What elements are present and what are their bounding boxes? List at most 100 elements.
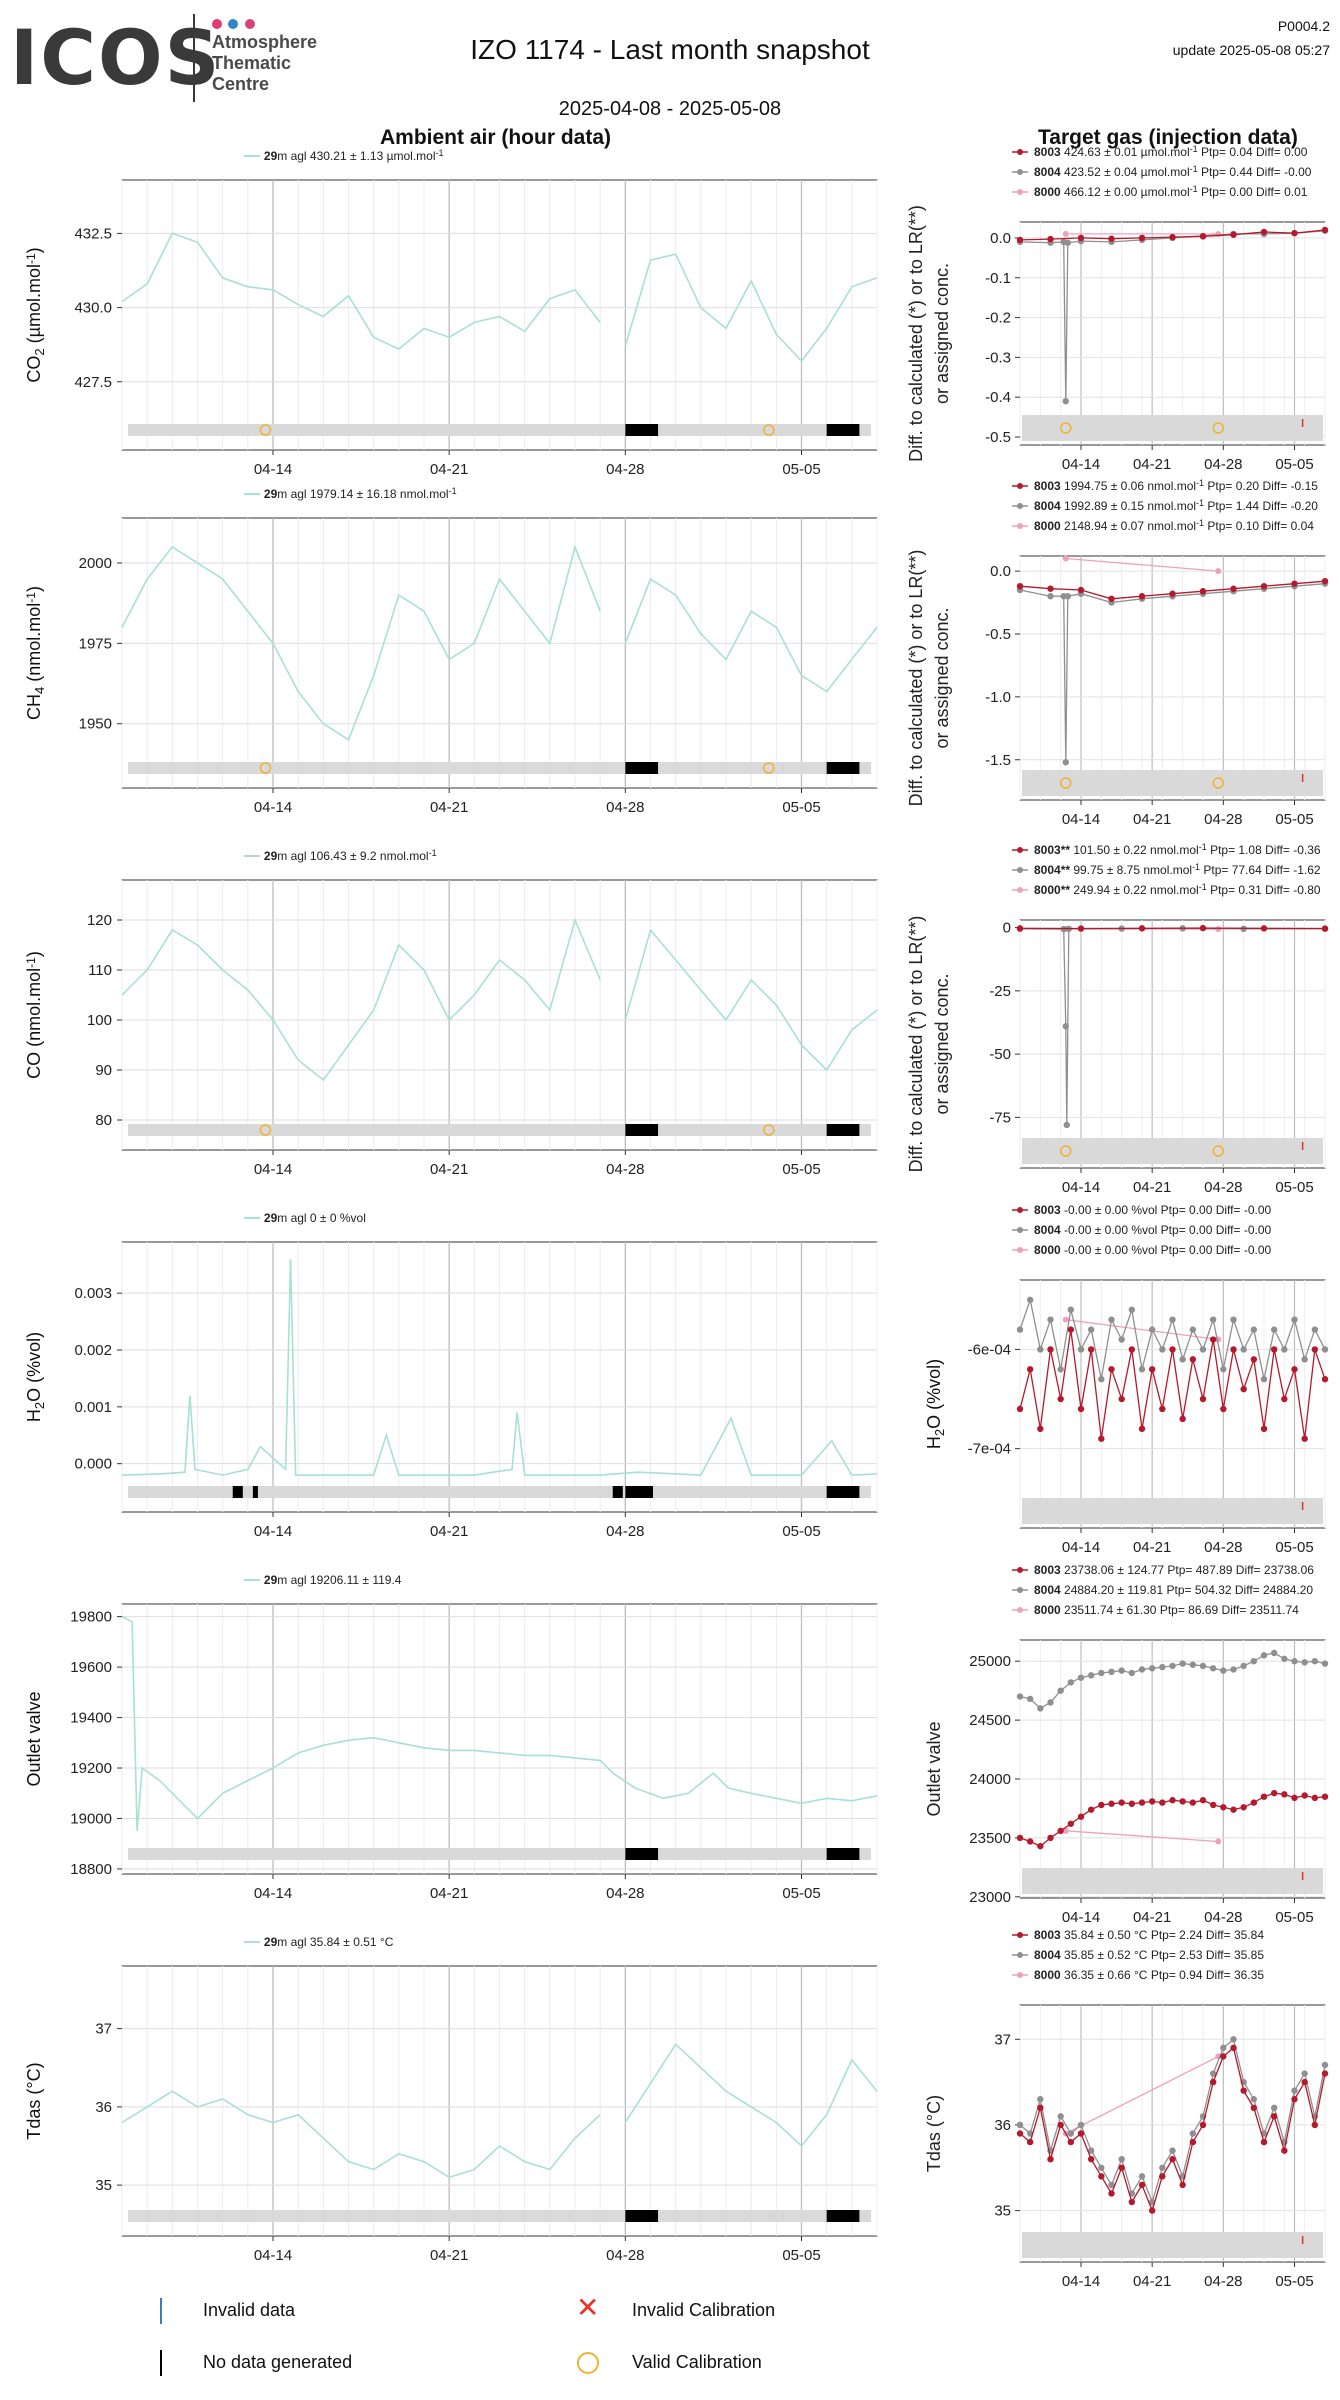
series-8004-point xyxy=(1128,1669,1136,1677)
ambient-legend-text: 29m agl 35.84 ± 0.51 °C xyxy=(264,1935,394,1949)
target-legend-text: 8004 423.52 ± 0.04 µmol.mol-1 Ptp= 0.44 … xyxy=(1034,164,1312,179)
series-8003-point xyxy=(1240,1804,1247,1811)
target-panel-4: 25000 24500 24000 23500 23000 04-14 04-21 04-28… xyxy=(924,1563,1329,1926)
y-tick-label: 36 xyxy=(994,2117,1011,2134)
series-8004-point xyxy=(1291,2087,1298,2094)
x-tick-label: 04-28 xyxy=(606,2247,644,2264)
x-tick-label: 04-14 xyxy=(1062,2273,1100,2290)
series-8003-point xyxy=(1016,582,1024,590)
series-8004-point xyxy=(1062,1023,1069,1030)
series-8004-point xyxy=(1098,2164,1105,2171)
ambient-section-title: Ambient air (hour data) xyxy=(380,126,612,149)
series-8003-point xyxy=(1291,2096,1298,2103)
target-legend-stats: 1992.89 ± 0.15 nmol.mol xyxy=(1061,499,1196,513)
target-legend-ptp: Ptp= 1.44 Diff= -0.20 xyxy=(1204,499,1318,513)
y-tick-label: -0.2 xyxy=(985,310,1011,327)
target-legend-swatch-dot xyxy=(1017,1227,1023,1233)
series-8003-point xyxy=(1311,2121,1319,2129)
series-8004-point xyxy=(1064,593,1071,600)
series-8003-point xyxy=(1291,1366,1298,1373)
series-8003-point xyxy=(1240,2087,1247,2094)
target-legend-ptp: Ptp= 2.24 Diff= 35.84 xyxy=(1147,1928,1264,1942)
ambient-series-line xyxy=(121,1615,878,1832)
series-8004-point xyxy=(1230,2036,1237,2043)
series-8003-point xyxy=(1291,1794,1298,1802)
y-tick-label: 100 xyxy=(87,1012,112,1029)
ambient-y-label-part: (nmol.mol xyxy=(24,603,44,687)
y-tick-label: 90 xyxy=(95,1062,112,1079)
x-tick-label: 04-14 xyxy=(1062,1179,1100,1196)
target-legend-text: 8003** 101.50 ± 0.22 nmol.mol-1 Ptp= 1.0… xyxy=(1034,842,1321,857)
ambient-legend-stats: m agl 0 ± 0 %vol xyxy=(277,1211,366,1225)
ambient-panel-5: 37 36 35 04-14 04-21 04-28 05-05 Tdas (°C) 29m a… xyxy=(24,1935,878,2264)
x-tick-label: 04-14 xyxy=(254,461,292,478)
ambient-panel-0: 432.5 430.0 427.5 04-14 04-21 04-28 05-05 CO2 (… xyxy=(24,148,878,478)
series-8003-point xyxy=(1128,1800,1136,1807)
flag-band xyxy=(128,1124,871,1136)
series-8004-line xyxy=(1019,230,1326,402)
series-8004-point xyxy=(1128,1306,1136,1313)
no-data-label: No data generated xyxy=(203,2352,353,2372)
ambient-legend-stats: m agl 19206.11 ± 119.4 xyxy=(277,1573,402,1587)
target-legend-sup: -1 xyxy=(1190,144,1198,154)
ambient-legend-unit-sup: -1 xyxy=(429,848,437,858)
target-legend-text: 8000 466.12 ± 0.00 µmol.mol-1 Ptp= 0.00 … xyxy=(1034,184,1308,199)
series-8003-point xyxy=(1260,2138,1268,2146)
series-8003-point xyxy=(1067,2138,1075,2146)
series-8004-point xyxy=(1067,2130,1075,2137)
flag-band xyxy=(128,424,871,436)
logo-subtitle: Atmosphere Thematic Centre xyxy=(212,32,318,94)
target-y-label-line1: Diff. to calculated (*) or to LR(**) xyxy=(906,916,926,1173)
y-tick-label: 35 xyxy=(994,2203,1011,2220)
ambient-legend-height: 29 xyxy=(264,149,278,163)
series-8000-point xyxy=(1062,555,1069,562)
series-8003-point xyxy=(1098,1801,1105,1809)
target-panel-2: 0 -25 -50 -75 04-14 04-21 04-28 05-05 8003** 101… xyxy=(906,842,1329,1196)
y-tick-label: 19800 xyxy=(70,1609,112,1626)
y-tick-label: -0.5 xyxy=(985,429,1011,446)
series-8004-point xyxy=(1169,1662,1176,1670)
y-tick-label: 110 xyxy=(88,962,112,979)
series-8003-point xyxy=(1230,585,1237,592)
target-legend-sup: -1 xyxy=(1190,184,1198,194)
ambient-y-label-part: CO xyxy=(24,1052,44,1079)
series-8004-point xyxy=(1250,1326,1258,1333)
target-y-label: Tdas (°C) xyxy=(924,2095,944,2172)
target-legend-text: 8003 23738.06 ± 124.77 Ptp= 487.89 Diff=… xyxy=(1034,1563,1314,1577)
update-timestamp: update 2025-05-08 05:27 xyxy=(1172,42,1330,58)
series-8004-point xyxy=(1321,1346,1329,1353)
series-8004-point xyxy=(1169,2147,1176,2154)
x-tick-label: 04-14 xyxy=(254,799,292,816)
x-tick-label: 05-05 xyxy=(782,799,820,816)
target-panel-3: -6e-04 -7e-04 04-14 04-21 04-28 05-05 8003 -0.… xyxy=(924,1203,1329,1556)
series-8004-point xyxy=(1118,1667,1125,1674)
y-tick-label: -6e-04 xyxy=(968,1341,1011,1358)
series-8003-point xyxy=(1077,2130,1085,2137)
valid-calibration-symbol xyxy=(577,2352,599,2374)
icos-logo: ICOS xyxy=(10,18,221,98)
series-8004-point xyxy=(1230,1666,1237,1673)
ambient-legend-text: 29m agl 430.21 ± 1.13 µmol.mol-1 xyxy=(264,148,444,163)
invalid-calibration-label: Invalid Calibration xyxy=(632,2300,776,2320)
ambient-y-label-part: 2 xyxy=(32,348,47,355)
y-tick-label: -1.5 xyxy=(985,752,1011,769)
series-8004-point xyxy=(1179,1660,1186,1667)
target-legend-id: 8000 xyxy=(1034,185,1061,199)
series-8004-point xyxy=(1026,1695,1034,1703)
series-8003-point xyxy=(1209,1336,1217,1343)
ambient-legend-height: 29 xyxy=(264,1573,278,1587)
series-8003-point xyxy=(1118,2164,1125,2171)
target-y-label-part: 2 xyxy=(932,1429,947,1436)
target-legend-ptp: Ptp= 487.89 Diff= 23738.06 xyxy=(1164,1563,1314,1577)
y-tick-label: 24000 xyxy=(969,1771,1011,1788)
y-tick-label: 1950 xyxy=(79,716,112,733)
ambient-y-label-part: -1 xyxy=(24,253,38,264)
series-8003-point xyxy=(1179,1415,1186,1423)
series-8003-point xyxy=(1087,1806,1095,1813)
target-legend-text: 8000 36.35 ± 0.66 °C Ptp= 0.94 Diff= 36.… xyxy=(1034,1968,1264,1982)
target-y-label-line2: or assigned conc. xyxy=(932,263,952,404)
y-tick-label: 19000 xyxy=(70,1810,112,1827)
series-8003-point xyxy=(1321,577,1329,585)
x-tick-label: 04-21 xyxy=(1133,456,1171,473)
target-legend-text: 8004 -0.00 ± 0.00 %vol Ptp= 0.00 Diff= -… xyxy=(1034,1223,1272,1237)
